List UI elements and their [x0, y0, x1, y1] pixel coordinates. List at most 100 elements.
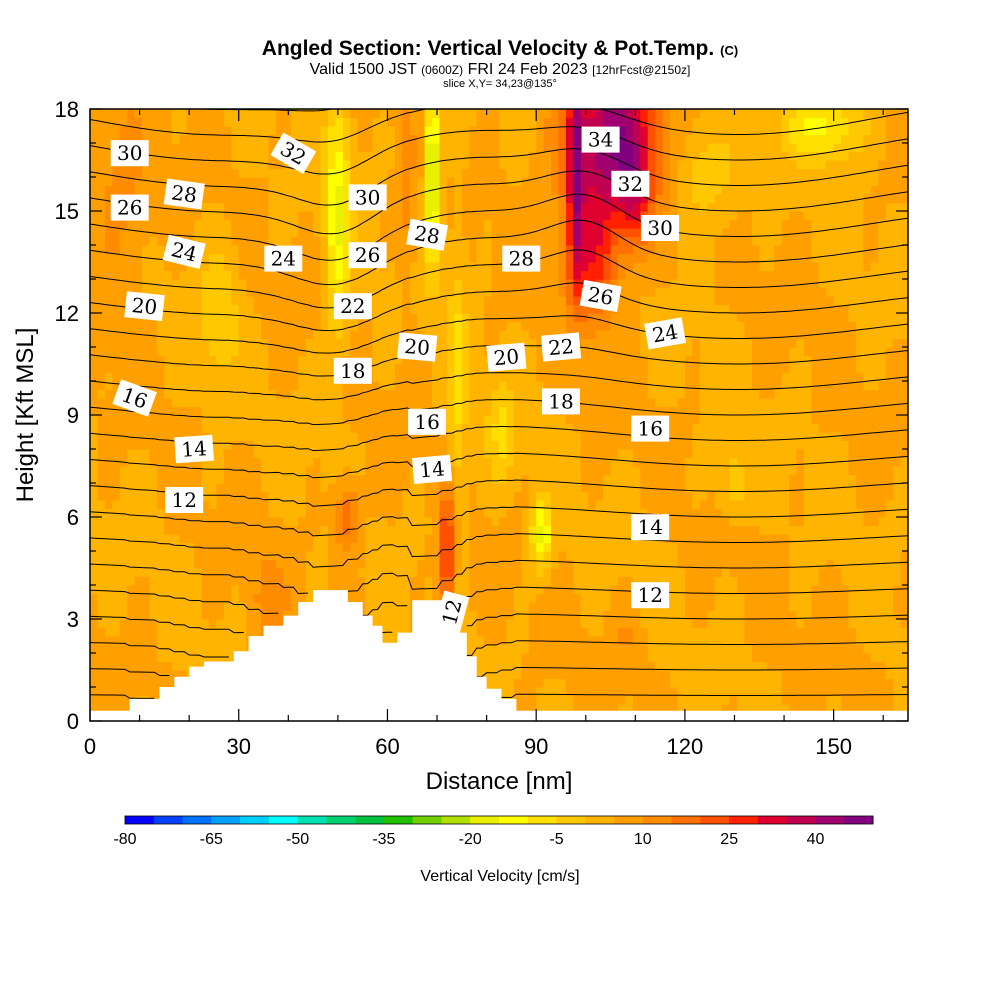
velocity-cell: [290, 576, 299, 586]
velocity-cell: [565, 704, 574, 714]
velocity-cell: [194, 636, 203, 646]
velocity-cell: [580, 653, 589, 663]
velocity-cell: [565, 287, 574, 297]
velocity-cell: [565, 678, 574, 688]
velocity-cell: [603, 602, 612, 612]
velocity-cell: [149, 219, 158, 229]
velocity-cell: [491, 559, 500, 569]
velocity-cell: [454, 398, 463, 408]
velocity-cell: [231, 279, 240, 289]
velocity-cell: [216, 483, 225, 493]
velocity-cell: [439, 287, 448, 297]
velocity-cell: [283, 466, 292, 476]
velocity-cell: [513, 415, 522, 425]
velocity-cell: [283, 500, 292, 510]
velocity-cell: [446, 457, 455, 467]
velocity-cell: [551, 593, 560, 603]
velocity-cell: [223, 500, 232, 510]
velocity-cell: [290, 279, 299, 289]
velocity-cell: [231, 211, 240, 221]
velocity-cell: [409, 202, 418, 212]
velocity-cell: [104, 644, 113, 654]
velocity-cell: [521, 585, 530, 595]
velocity-cell: [432, 585, 441, 595]
velocity-cell: [551, 364, 560, 374]
velocity-cell: [90, 219, 99, 229]
velocity-cell: [298, 304, 307, 314]
velocity-cell: [350, 551, 359, 561]
velocity-cell: [231, 610, 240, 620]
velocity-cell: [216, 449, 225, 459]
velocity-cell: [313, 117, 322, 127]
velocity-cell: [149, 185, 158, 195]
velocity-cell: [565, 500, 574, 510]
velocity-cell: [156, 653, 165, 663]
velocity-cell: [327, 406, 336, 416]
velocity-cell: [90, 423, 99, 433]
velocity-cell: [380, 466, 389, 476]
velocity-cell: [208, 194, 218, 204]
velocity-cell: [97, 517, 106, 527]
velocity-cell: [186, 398, 195, 408]
velocity-cell: [513, 474, 522, 484]
velocity-cell: [97, 211, 106, 221]
velocity-cell: [238, 406, 247, 416]
velocity-cell: [208, 500, 218, 510]
velocity-cell: [253, 602, 262, 612]
velocity-cell: [603, 678, 612, 688]
velocity-cell: [134, 525, 143, 535]
velocity-cell: [238, 372, 247, 382]
velocity-cell: [551, 381, 560, 391]
velocity-cell: [208, 398, 218, 408]
velocity-cell: [253, 245, 262, 255]
velocity-cell: [194, 568, 203, 578]
velocity-cell: [238, 398, 247, 408]
velocity-cell: [97, 321, 106, 331]
velocity-cell: [439, 585, 448, 595]
velocity-cell: [558, 415, 567, 425]
velocity-cell: [127, 423, 136, 433]
velocity-cell: [491, 177, 500, 187]
velocity-cell: [112, 474, 121, 484]
velocity-cell: [261, 381, 270, 391]
velocity-cell: [342, 330, 351, 340]
velocity-cell: [90, 636, 99, 646]
velocity-cell: [275, 372, 284, 382]
velocity-cell: [194, 279, 203, 289]
velocity-cell: [283, 236, 292, 246]
velocity-cell: [216, 236, 225, 246]
velocity-cell: [521, 500, 530, 510]
velocity-cell: [134, 270, 143, 280]
velocity-cell: [156, 525, 165, 535]
velocity-cell: [506, 491, 515, 501]
velocity-cell: [335, 406, 344, 416]
velocity-cell: [454, 381, 463, 391]
velocity-cell: [216, 602, 225, 612]
velocity-cell: [469, 644, 478, 654]
velocity-cell: [461, 338, 470, 348]
velocity-cell: [551, 627, 560, 637]
velocity-cell: [513, 143, 522, 153]
velocity-cell: [580, 687, 589, 697]
velocity-cell: [246, 321, 255, 331]
velocity-cell: [551, 296, 560, 306]
velocity-cell: [469, 474, 478, 484]
velocity-cell: [499, 321, 508, 331]
velocity-heatmap: [90, 109, 908, 721]
velocity-cell: [298, 534, 307, 544]
velocity-cell: [543, 245, 552, 255]
velocity-cell: [231, 372, 240, 382]
velocity-cell: [231, 338, 240, 348]
velocity-cell: [484, 491, 493, 501]
velocity-cell: [439, 279, 448, 289]
velocity-cell: [142, 432, 151, 442]
velocity-cell: [588, 644, 597, 654]
velocity-cell: [350, 389, 359, 399]
velocity-cell: [97, 593, 106, 603]
velocity-cell: [253, 177, 262, 187]
velocity-cell: [194, 661, 203, 671]
velocity-cell: [580, 466, 589, 476]
velocity-cell: [380, 542, 389, 552]
velocity-cell: [238, 542, 247, 552]
velocity-cell: [97, 134, 106, 144]
